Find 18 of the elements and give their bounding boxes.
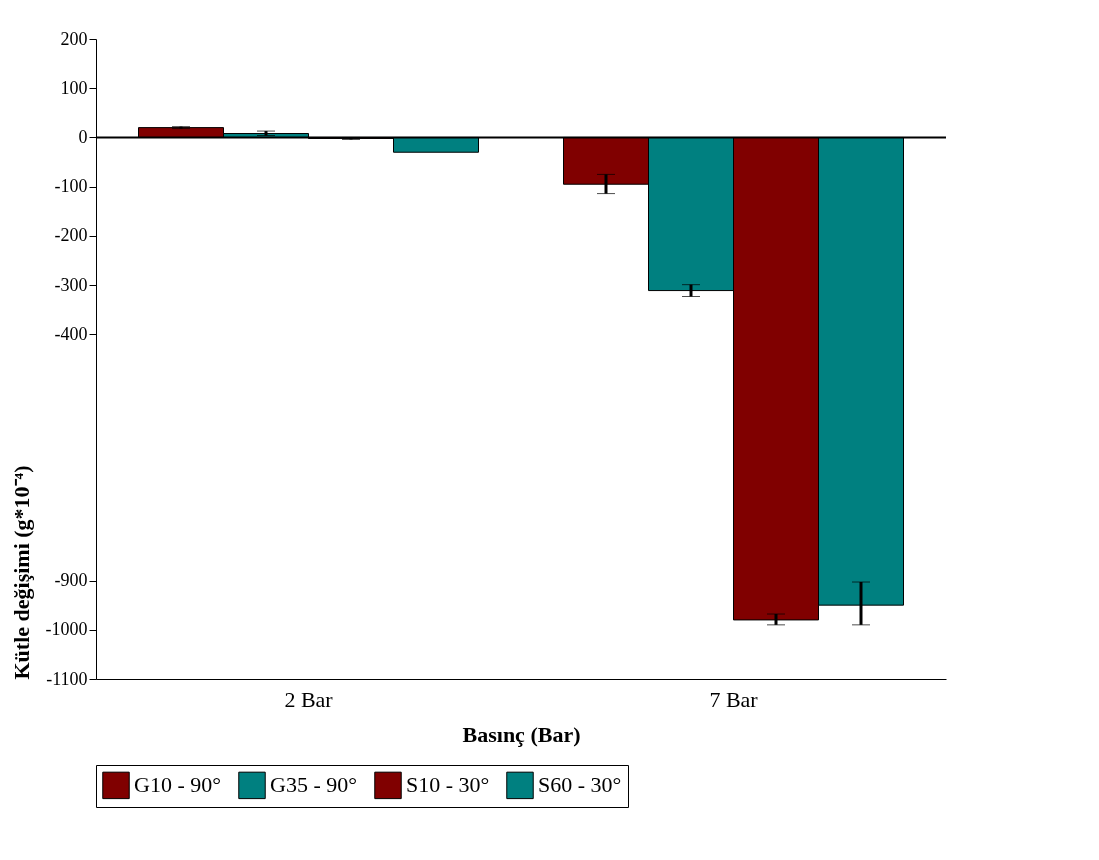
x-tick-label: 2 Bar xyxy=(284,686,334,712)
x-axis-title: Basınç (Bar) xyxy=(462,721,581,747)
legend-label: S60 - 30° xyxy=(538,772,622,798)
x-tick-label: 7 Bar xyxy=(709,686,759,712)
y-tick-label: -300 xyxy=(54,274,88,295)
legend-label: G10 - 90° xyxy=(134,772,222,798)
y-tick-label: -1100 xyxy=(46,668,88,689)
y-tick-label: -400 xyxy=(54,323,88,344)
legend-label: G35 - 90° xyxy=(270,772,358,798)
y-tick-label: 100 xyxy=(60,77,88,98)
y-tick-label: -100 xyxy=(54,176,88,197)
y-tick-label: -200 xyxy=(54,225,88,246)
legend-label: S10 - 30° xyxy=(406,772,490,798)
y-tick-label: -900 xyxy=(54,570,88,591)
y-axis-title: Kütle değişimi (g*10⁻⁴) xyxy=(8,465,34,680)
y-tick-label: -1000 xyxy=(45,619,88,640)
y-tick-label: 200 xyxy=(60,28,88,49)
y-tick-label: 0 xyxy=(78,126,88,147)
